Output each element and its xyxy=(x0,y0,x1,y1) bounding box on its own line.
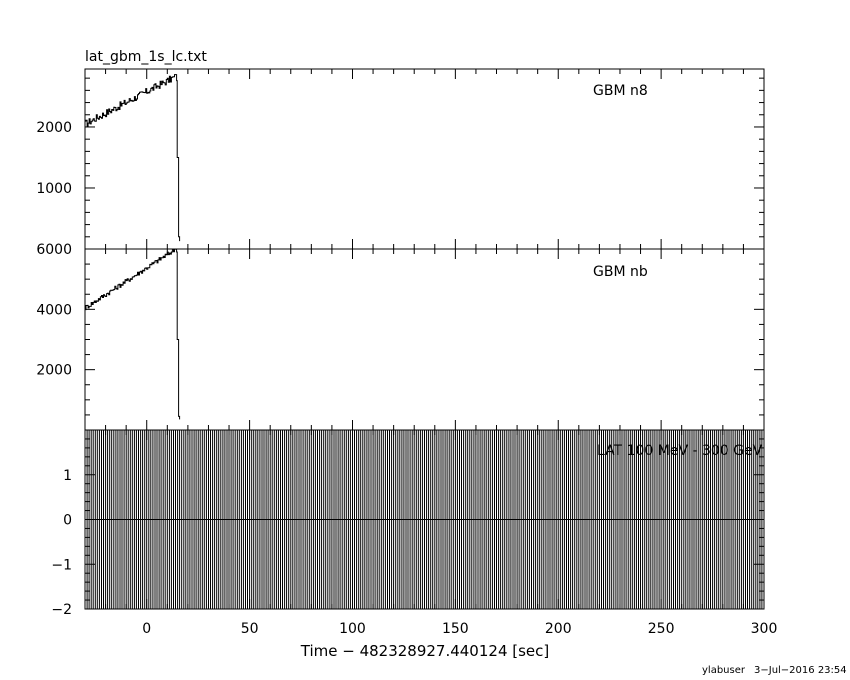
x-tick-label: 0 xyxy=(142,621,151,637)
light-curve-line xyxy=(85,248,181,420)
x-axis-label: Time − 482328927.440124 [sec] xyxy=(300,642,550,660)
y-tick-label: 4000 xyxy=(36,302,72,318)
panel-gbm-nb: GBM nb 2000 4000 6000 xyxy=(36,242,765,431)
x-tick-label: 250 xyxy=(648,621,675,637)
x-tick-label: 150 xyxy=(442,621,469,637)
panel-gbm-nb-label: GBM nb xyxy=(593,264,648,280)
y-tick-label: 0 xyxy=(63,513,72,529)
y-tick-label: 1 xyxy=(63,468,72,484)
panel-gbm-n8-label: GBM n8 xyxy=(593,83,648,99)
y-tick-label: 2000 xyxy=(36,120,72,136)
light-curve-line xyxy=(85,74,181,242)
y-tick-label: −1 xyxy=(51,557,72,573)
panel-gbm-n8: GBM n8 1000 2000 xyxy=(36,68,765,250)
panel-frame xyxy=(84,248,765,431)
panel-lat: LAT 100 MeV - 300 GeV −2−101 xyxy=(51,429,765,618)
y-tick-label: 6000 xyxy=(36,242,72,258)
x-tick-label: 100 xyxy=(339,621,366,637)
footer-user: ylabuser xyxy=(702,665,746,676)
panel-frame xyxy=(84,68,765,250)
y-tick-label: 2000 xyxy=(36,363,72,379)
x-tick-label: 200 xyxy=(545,621,572,637)
y-tick-label: −2 xyxy=(51,602,72,618)
x-tick-label: 300 xyxy=(751,621,778,637)
file-title: lat_gbm_1s_lc.txt xyxy=(85,49,207,65)
x-axis: Time − 482328927.440124 [sec] 0 50 100 150 2… xyxy=(142,621,777,660)
x-tick-label: 50 xyxy=(241,621,259,637)
y-tick-label: 1000 xyxy=(36,181,72,197)
footer-date: 3−Jul−2016 23:54 xyxy=(754,665,847,676)
